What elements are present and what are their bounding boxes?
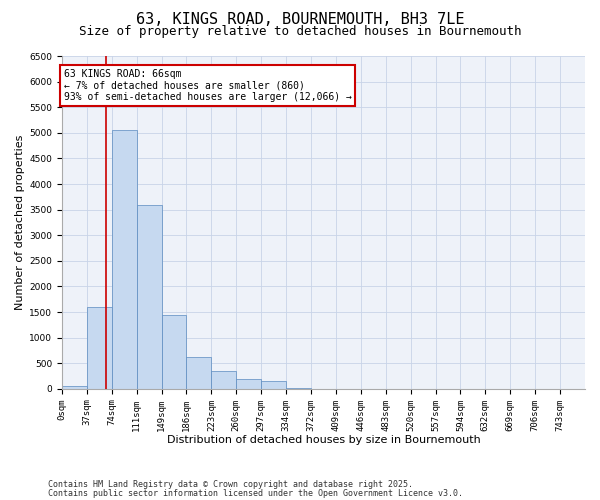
- Bar: [261, 381, 286, 389]
- Text: Contains HM Land Registry data © Crown copyright and database right 2025.: Contains HM Land Registry data © Crown c…: [48, 480, 413, 489]
- Text: Contains public sector information licensed under the Open Government Licence v3: Contains public sector information licen…: [48, 488, 463, 498]
- Bar: [161, 314, 187, 389]
- Bar: [62, 386, 87, 389]
- Bar: [286, 388, 311, 389]
- Text: 63 KINGS ROAD: 66sqm
← 7% of detached houses are smaller (860)
93% of semi-detac: 63 KINGS ROAD: 66sqm ← 7% of detached ho…: [64, 69, 352, 102]
- Bar: [87, 307, 112, 389]
- Text: Size of property relative to detached houses in Bournemouth: Size of property relative to detached ho…: [79, 25, 521, 38]
- Bar: [236, 378, 261, 389]
- Bar: [211, 371, 236, 389]
- X-axis label: Distribution of detached houses by size in Bournemouth: Distribution of detached houses by size …: [167, 435, 481, 445]
- Y-axis label: Number of detached properties: Number of detached properties: [15, 134, 25, 310]
- Bar: [137, 204, 161, 389]
- Bar: [112, 130, 137, 389]
- Text: 63, KINGS ROAD, BOURNEMOUTH, BH3 7LE: 63, KINGS ROAD, BOURNEMOUTH, BH3 7LE: [136, 12, 464, 28]
- Bar: [187, 357, 211, 389]
